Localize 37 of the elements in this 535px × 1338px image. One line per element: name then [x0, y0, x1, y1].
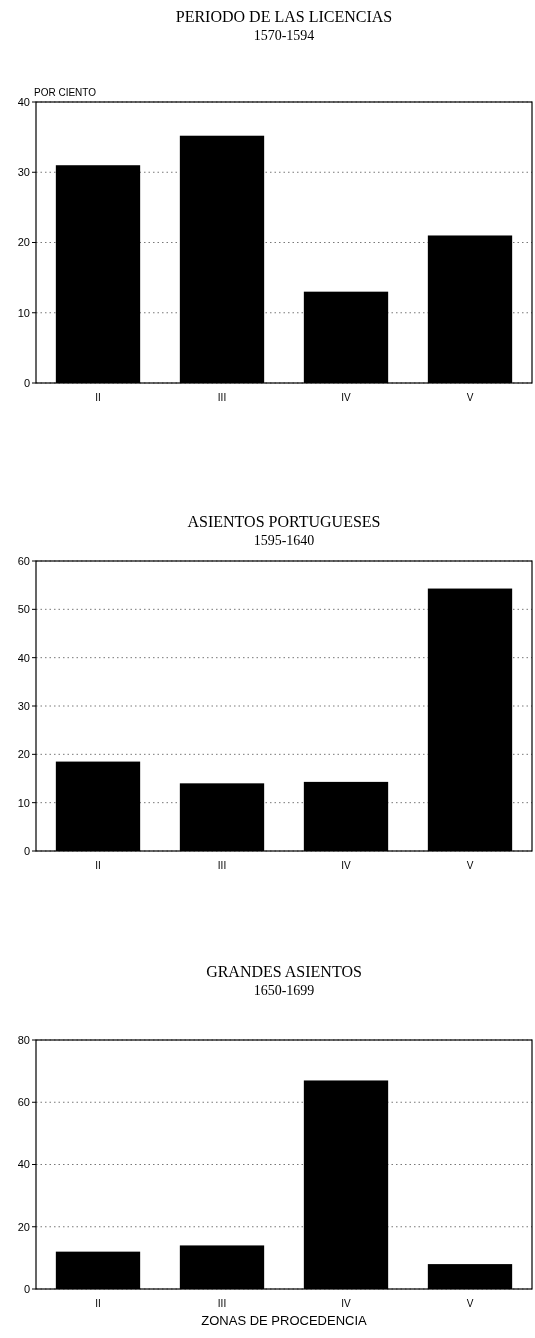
y-tick-label: 0 — [23, 376, 30, 389]
x-tick-label: III — [217, 392, 227, 403]
chart-title: PERIODO DE LAS LICENCIAS — [175, 8, 393, 25]
y-tick-label: 40 — [17, 95, 30, 108]
y-tick-label: 30 — [17, 166, 30, 179]
y-axis-title: POR CIENTO — [34, 87, 97, 98]
y-tick-label: 40 — [17, 1158, 30, 1171]
x-tick-label: II — [95, 1298, 101, 1309]
x-tick-label: IV — [341, 392, 352, 403]
y-tick-label: 20 — [17, 1220, 30, 1233]
y-tick-label: 30 — [17, 699, 30, 712]
x-tick-label: IV — [341, 1298, 352, 1309]
chart-title: ASIENTOS PORTUGUESES — [187, 513, 381, 530]
y-tick-label: 0 — [23, 1282, 30, 1295]
x-tick-label: V — [466, 860, 474, 871]
chart-subtitle: 1650-1699 — [253, 983, 315, 998]
y-tick-label: 0 — [23, 844, 30, 857]
y-tick-label: 40 — [17, 651, 30, 664]
y-tick-label: 50 — [17, 603, 30, 616]
x-tick-label: V — [466, 1298, 474, 1309]
x-tick-label: III — [217, 1298, 227, 1309]
y-tick-label: 20 — [17, 748, 30, 761]
x-tick-label: IV — [341, 860, 352, 871]
x-tick-label: V — [466, 392, 474, 403]
y-tick-label: 10 — [17, 796, 30, 809]
x-tick-label: II — [95, 392, 101, 403]
y-tick-label: 80 — [17, 1033, 30, 1046]
chart-subtitle: 1570-1594 — [253, 28, 315, 43]
y-tick-label: 20 — [17, 236, 30, 249]
x-tick-label: III — [217, 860, 227, 871]
chart-title: GRANDES ASIENTOS — [206, 963, 362, 980]
y-tick-label: 60 — [17, 1096, 30, 1109]
x-axis-title: ZONAS DE PROCEDENCIA — [201, 1313, 368, 1328]
chart-subtitle: 1595-1640 — [253, 533, 315, 548]
y-tick-label: 60 — [17, 554, 30, 567]
x-tick-label: II — [95, 860, 101, 871]
y-tick-label: 10 — [17, 306, 30, 319]
